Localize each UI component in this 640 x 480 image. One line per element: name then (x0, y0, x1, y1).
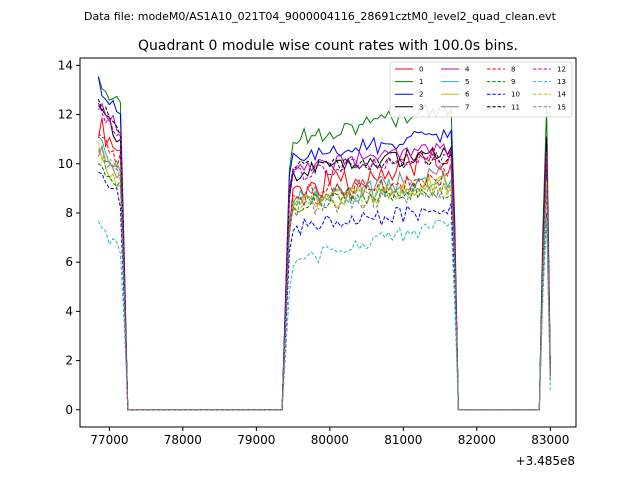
x-tick-label: 77000 (90, 433, 128, 447)
legend-label-7: 7 (465, 103, 469, 111)
legend-label-11: 11 (511, 103, 520, 111)
y-tick-label: 10 (58, 157, 73, 171)
x-tick-label: 82000 (458, 433, 496, 447)
series-line-5 (98, 136, 551, 411)
legend-label-13: 13 (557, 78, 566, 86)
y-tick-label: 4 (65, 304, 73, 318)
series-line-12 (97, 102, 551, 411)
y-tick-label: 0 (65, 403, 73, 417)
legend-label-4: 4 (465, 66, 470, 74)
series-line-10 (98, 171, 551, 411)
y-axis-ticks: 0 2 4 6 8 10 12 14 (58, 58, 80, 417)
legend-label-8: 8 (511, 66, 515, 74)
y-tick-label: 14 (58, 58, 73, 72)
legend-label-10: 10 (511, 91, 520, 99)
series-line-11 (97, 98, 551, 411)
series-line-6 (97, 148, 551, 411)
data-file-suptitle: Data file: modeM0/AS1A10_021T04_90000041… (84, 10, 557, 23)
x-tick-label: 83000 (531, 433, 569, 447)
series-line-3 (98, 105, 551, 411)
legend-label-9: 9 (511, 78, 515, 86)
y-tick-label: 12 (58, 108, 73, 122)
series-line-15 (97, 144, 551, 411)
legend-label-2: 2 (419, 91, 423, 99)
plot-area (79, 57, 577, 428)
legend-label-15: 15 (557, 103, 566, 111)
series-line-9 (98, 163, 551, 411)
legend-label-12: 12 (557, 66, 566, 74)
x-tick-label: 80000 (311, 433, 349, 447)
legend-label-1: 1 (419, 78, 423, 86)
x-tick-label: 78000 (164, 433, 202, 447)
x-axis-ticks: 77000 78000 79000 80000 81000 82000 83000 (90, 427, 569, 447)
y-tick-label: 6 (65, 255, 73, 269)
series-line-4 (97, 102, 551, 411)
legend-label-6: 6 (465, 91, 470, 99)
legend-label-3: 3 (419, 103, 423, 111)
legend-label-0: 0 (419, 66, 423, 74)
x-tick-label: 81000 (384, 433, 422, 447)
axes-frame (79, 57, 577, 428)
y-tick-label: 8 (65, 206, 73, 220)
x-axis-offset-label: +3.485e8 (516, 454, 575, 468)
series-line-13 (97, 217, 551, 411)
series-line-1 (97, 76, 551, 411)
legend-label-14: 14 (557, 91, 566, 99)
series-line-8 (98, 132, 551, 411)
x-tick-label: 79000 (237, 433, 275, 447)
y-tick-label: 2 (65, 354, 73, 368)
legend-label-5: 5 (465, 78, 469, 86)
chart-title: Quadrant 0 module wise count rates with … (138, 38, 518, 54)
legend-box (389, 61, 573, 118)
series-line-2 (97, 77, 551, 411)
